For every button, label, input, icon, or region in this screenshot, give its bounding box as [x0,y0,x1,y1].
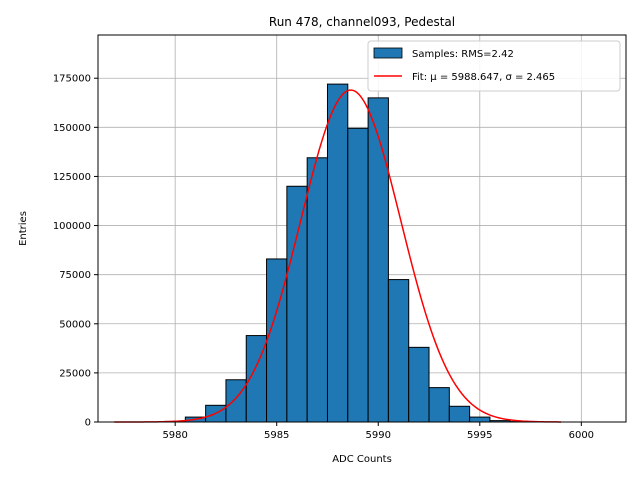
y-tick-label: 75000 [59,270,91,281]
x-tick-label: 5980 [162,430,187,441]
histogram-bar [368,98,388,422]
y-tick-label: 50000 [59,319,91,330]
x-tick-label: 5995 [467,430,492,441]
y-tick-label: 25000 [59,368,91,379]
histogram-bar [429,388,449,422]
legend-fit-label: Fit: μ = 5988.647, σ = 2.465 [412,72,555,83]
x-axis-label: ADC Counts [332,454,392,465]
histogram-bar [449,406,469,422]
y-axis-label: Entries [18,211,29,246]
histogram-bar [409,347,429,422]
y-tick-label: 150000 [53,123,91,134]
legend-bars-label: Samples: RMS=2.42 [412,49,514,60]
x-tick-label: 6000 [569,430,594,441]
y-tick-label: 175000 [53,74,91,85]
histogram-bar [226,380,246,422]
legend: Samples: RMS=2.42 Fit: μ = 5988.647, σ =… [368,41,620,91]
y-tick-label: 100000 [53,221,91,232]
x-tick-label: 5990 [366,430,391,441]
histogram-bar [470,417,490,422]
histogram-bar [327,84,347,422]
y-axis-ticks: 0 25000 50000 75000 100000 125000 150000 175000 [53,74,98,429]
x-tick-label: 5985 [264,430,289,441]
y-tick-label: 125000 [53,172,91,183]
histogram-bar [348,128,368,422]
chart-title: Run 478, channel093, Pedestal [269,15,455,29]
histogram-bar [307,158,327,422]
histogram-bar [267,259,287,422]
histogram-bar [287,186,307,422]
legend-bar-swatch [374,48,402,58]
histogram-bar [388,280,408,422]
x-axis-ticks: 5980 5985 5990 5995 6000 [162,422,594,441]
y-tick-label: 0 [85,418,91,429]
